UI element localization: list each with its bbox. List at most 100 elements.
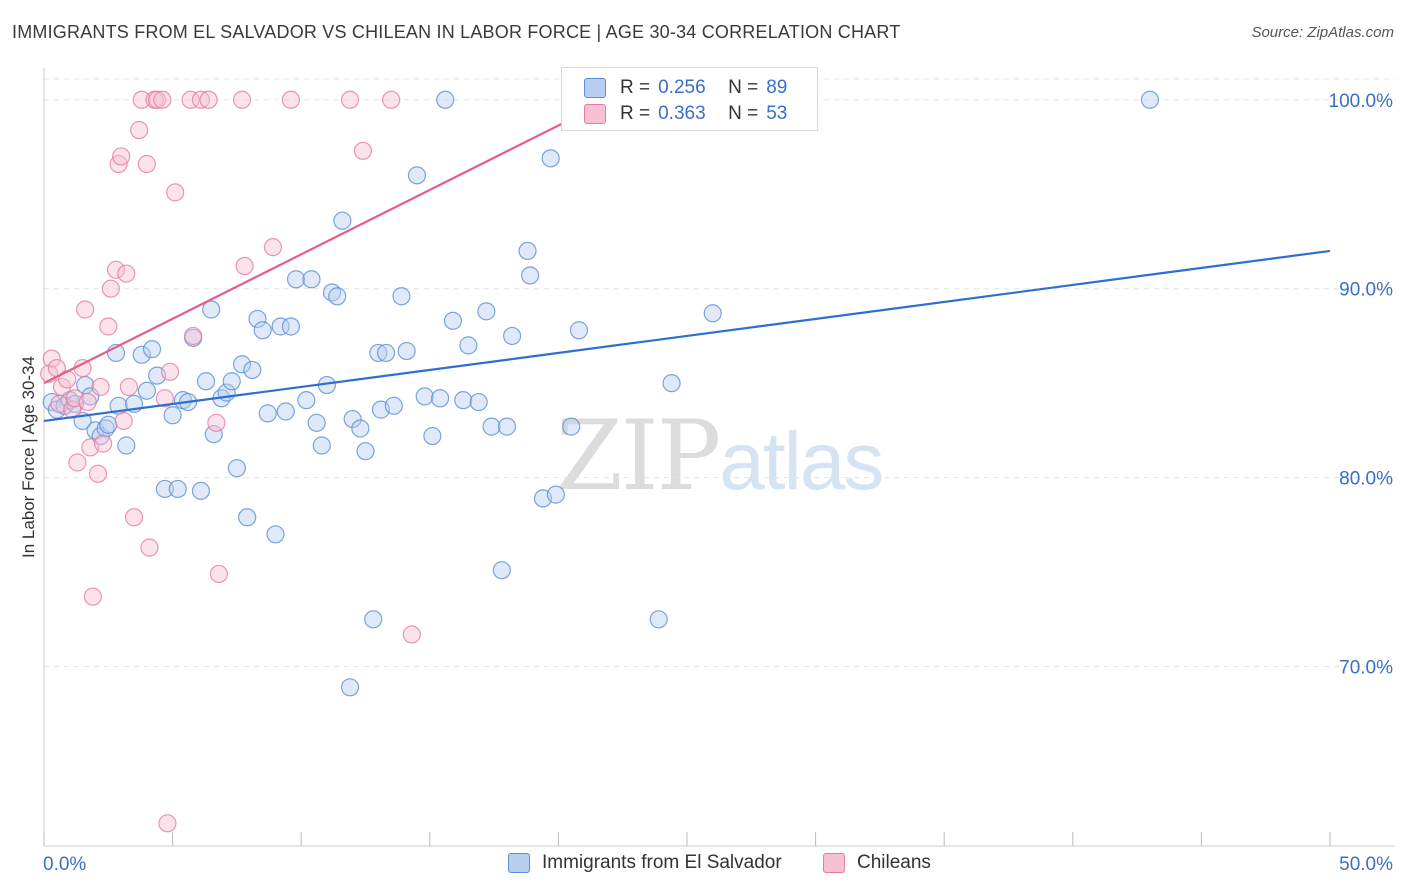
point-el-salvador: [248, 309, 267, 329]
point-chilean: [124, 508, 144, 527]
point-chilean: [199, 90, 218, 109]
legend-item-el-salvador: Immigrants from El Salvador: [508, 852, 782, 874]
point-chilean: [78, 392, 97, 412]
point-el-salvador: [286, 270, 306, 289]
point-el-salvador: [276, 402, 295, 421]
point-chilean: [153, 90, 172, 109]
point-chilean: [68, 453, 87, 472]
point-chilean: [130, 120, 149, 140]
point-chilean: [340, 90, 360, 109]
point-el-salvador: [392, 287, 411, 306]
trend-line-el-salvador: [43, 249, 1331, 423]
point-el-salvador: [333, 211, 352, 230]
y-tick-label: 80.0%: [1339, 469, 1393, 490]
axes: [43, 68, 1395, 847]
point-el-salvador: [196, 372, 216, 391]
n-value: 89: [766, 77, 788, 98]
pink-swatch: [584, 104, 606, 124]
point-el-salvador: [117, 436, 136, 455]
point-el-salvador: [227, 459, 246, 478]
point-el-salvador: [649, 610, 668, 629]
point-el-salvador: [202, 300, 221, 319]
point-el-salvador: [163, 406, 182, 425]
trend-lines: [43, 98, 1331, 423]
legend-item-chileans: Chileans: [823, 852, 931, 874]
point-el-salvador: [415, 387, 434, 406]
point-chilean: [119, 377, 138, 397]
point-chilean: [117, 264, 136, 283]
point-el-salvador: [238, 508, 257, 527]
chart-title: IMMIGRANTS FROM EL SALVADOR VS CHILEAN I…: [12, 22, 901, 42]
point-chilean: [76, 300, 95, 319]
point-el-salvador: [477, 302, 496, 321]
point-el-salvador: [521, 266, 540, 285]
point-el-salvador: [482, 417, 501, 436]
point-chilean: [166, 183, 185, 202]
point-el-salvador: [132, 345, 151, 364]
point-el-salvador: [369, 343, 388, 363]
point-el-salvador: [307, 413, 326, 432]
point-el-salvador: [340, 678, 360, 697]
point-chilean: [132, 90, 151, 109]
point-el-salvador: [281, 317, 301, 336]
point-el-salvador: [569, 321, 589, 340]
point-chilean: [155, 389, 174, 408]
blue-swatch: [584, 78, 606, 98]
y-tick-label: 90.0%: [1339, 280, 1393, 301]
point-chilean: [232, 90, 252, 109]
point-chilean: [148, 90, 167, 109]
point-el-salvador: [351, 419, 370, 438]
point-el-salvador: [407, 166, 427, 185]
point-el-salvador: [430, 389, 450, 408]
point-el-salvador: [266, 525, 285, 544]
blue-swatch: [508, 853, 530, 873]
n-label: N =: [728, 77, 759, 98]
point-chilean: [112, 147, 131, 166]
point-el-salvador: [204, 425, 223, 444]
point-el-salvador: [497, 417, 517, 436]
r-label: R =: [620, 77, 651, 98]
y-axis-label: In Labor Force | Age 30-34: [19, 356, 38, 558]
point-el-salvador: [1140, 90, 1160, 109]
point-el-salvador: [459, 336, 478, 355]
point-el-salvador: [343, 409, 362, 429]
r-label: R =: [620, 103, 651, 124]
point-el-salvador: [328, 287, 347, 306]
correlation-legend: R = 0.256 N = 89 R = 0.363 N = 53: [561, 67, 818, 131]
point-chilean: [42, 349, 61, 368]
point-el-salvador: [271, 317, 290, 336]
point-el-salvador: [492, 561, 511, 580]
point-chilean: [83, 587, 102, 606]
point-el-salvador: [423, 426, 442, 446]
pink-swatch: [823, 853, 845, 873]
n-value: 53: [766, 103, 788, 124]
tick-labels: 70.0% 80.0% 90.0% 100.0% 0.0% 50.0% In Labor F…: [19, 91, 1393, 875]
point-chilean: [106, 260, 126, 279]
point-chilean: [353, 141, 373, 160]
point-el-salvador: [258, 404, 277, 423]
point-chilean: [88, 464, 108, 483]
point-el-salvador: [312, 436, 331, 455]
y-tick-label: 100.0%: [1329, 91, 1394, 112]
point-el-salvador: [703, 304, 722, 323]
point-el-salvador: [356, 442, 375, 461]
point-el-salvador: [302, 270, 321, 289]
x-tick-label: 50.0%: [1339, 854, 1393, 875]
point-el-salvador: [232, 355, 252, 374]
y-tick-label: 70.0%: [1339, 658, 1393, 679]
point-el-salvador: [168, 479, 187, 499]
point-el-salvador: [191, 481, 210, 500]
r-value: 0.363: [658, 103, 706, 124]
point-el-salvador: [397, 341, 416, 361]
point-el-salvador: [436, 90, 455, 109]
point-chilean: [235, 256, 254, 276]
point-el-salvador: [142, 340, 162, 359]
point-chilean: [91, 377, 110, 397]
point-el-salvador: [297, 391, 316, 410]
point-chilean: [94, 434, 113, 453]
point-chilean: [382, 90, 401, 109]
point-chilean: [160, 362, 180, 381]
legend-label: Chileans: [857, 852, 931, 873]
point-el-salvador: [503, 326, 522, 346]
